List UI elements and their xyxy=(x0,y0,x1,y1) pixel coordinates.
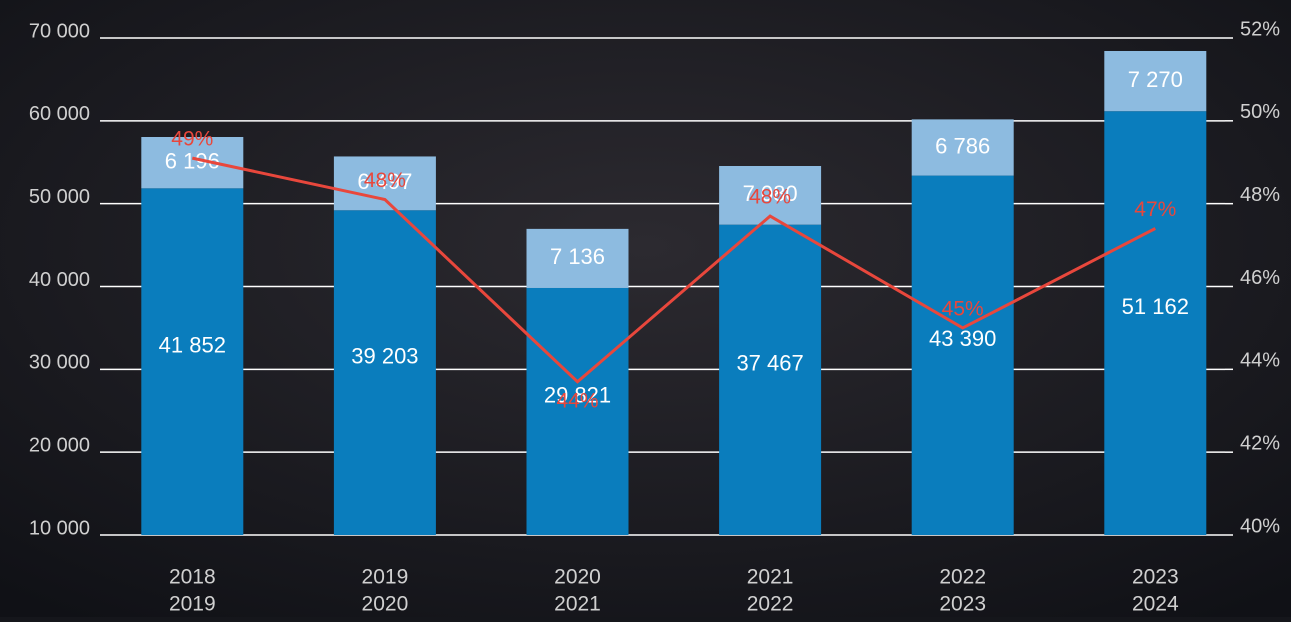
y-tick-label: 50 000 xyxy=(29,186,90,208)
bar-value-label: 7 136 xyxy=(550,244,605,269)
bar-value-label: 6 786 xyxy=(935,133,990,158)
x-tick-label: 2019 xyxy=(169,593,216,616)
bar-value-label: 37 467 xyxy=(736,351,803,376)
y-tick-label: 40 000 xyxy=(29,269,90,291)
x-tick-label: 2022 xyxy=(939,566,986,589)
y2-tick-label: 42% xyxy=(1240,432,1280,454)
x-tick-label: 2018 xyxy=(169,566,216,589)
y2-tick-label: 44% xyxy=(1240,350,1280,372)
bar xyxy=(719,225,821,535)
x-tick-label: 2024 xyxy=(1132,593,1179,616)
chart: 10 000 20 000 30 000 40 000 50 000 60 000 70 0… xyxy=(0,0,1291,617)
bar-value-label: 7 270 xyxy=(1128,67,1183,92)
x-tick-label: 2023 xyxy=(1132,566,1179,589)
bar xyxy=(141,188,243,535)
y2-tick-label: 48% xyxy=(1240,184,1280,206)
x-tick-label: 2022 xyxy=(747,593,794,616)
x-tick-label: 2023 xyxy=(939,593,986,616)
bar xyxy=(1104,111,1206,535)
bar xyxy=(334,210,436,535)
x-tick-label: 2020 xyxy=(554,566,601,589)
y-tick-label: 60 000 xyxy=(29,103,90,125)
y-tick-label: 70 000 xyxy=(29,20,90,42)
line-value-label: 45% xyxy=(942,297,984,320)
line-value-label: 48% xyxy=(749,186,791,209)
y-tick-label: 20 000 xyxy=(29,434,90,456)
x-tick-label: 2021 xyxy=(747,566,794,589)
bar-value-label: 39 203 xyxy=(351,343,418,368)
bar xyxy=(912,176,1014,535)
page: {"chart_data": {"type": "bar-line", "cat… xyxy=(0,0,1291,617)
line-value-label: 47% xyxy=(1134,198,1176,221)
x-tick-label: 2021 xyxy=(554,593,601,616)
y2-tick-label: 46% xyxy=(1240,267,1280,289)
x-tick-label: 2020 xyxy=(362,593,409,616)
y-tick-label: 10 000 xyxy=(29,517,90,539)
bar-value-label: 43 390 xyxy=(929,326,996,351)
line-value-label: 49% xyxy=(171,128,213,151)
y-tick-label: 30 000 xyxy=(29,352,90,374)
y2-tick-label: 40% xyxy=(1240,515,1280,537)
y2-tick-label: 50% xyxy=(1240,101,1280,123)
x-tick-label: 2019 xyxy=(362,566,409,589)
bar-value-label: 51 162 xyxy=(1122,294,1189,319)
y2-tick-label: 52% xyxy=(1240,18,1280,40)
bar-value-label: 41 852 xyxy=(159,332,226,357)
line-value-label: 44% xyxy=(556,389,598,412)
line-value-label: 48% xyxy=(364,169,406,192)
